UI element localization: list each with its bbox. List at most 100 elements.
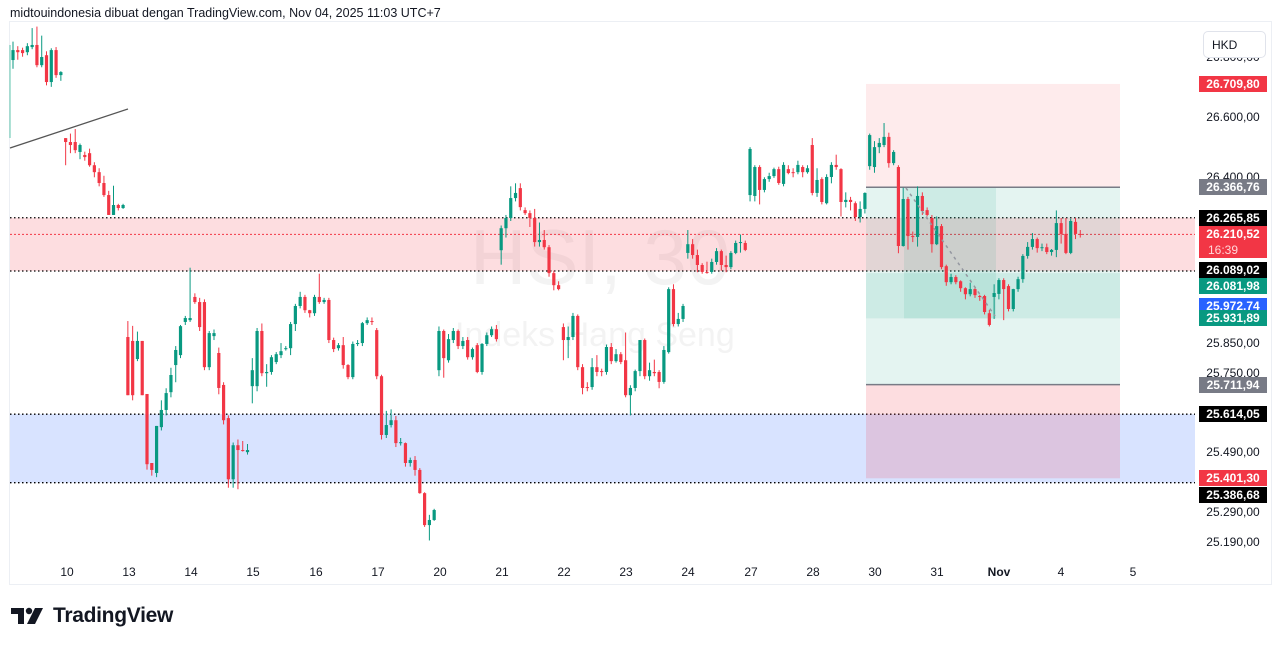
candle (748, 147, 752, 202)
candle (183, 315, 187, 325)
candle (384, 410, 388, 438)
candle-body (767, 176, 771, 180)
candle-body (791, 172, 795, 174)
candle (892, 150, 896, 166)
time-tick: 17 (371, 565, 385, 579)
candle (901, 187, 905, 247)
candle-body (671, 289, 676, 325)
watermark-name: Indeks Hang Seng (455, 316, 735, 354)
price-label: 26.265,85 (1199, 209, 1267, 226)
candle-body (973, 289, 977, 296)
candle (791, 168, 795, 178)
candle-body (322, 299, 326, 303)
candle-body (1078, 233, 1082, 235)
candle (250, 358, 254, 404)
candle (64, 138, 68, 166)
candle (274, 352, 278, 365)
candle (1054, 210, 1058, 258)
candle (547, 245, 551, 277)
candle-body (154, 425, 159, 473)
candle-body (595, 367, 599, 372)
candle-body (265, 371, 269, 374)
price-label: 25.401,30 (1199, 470, 1267, 486)
candle (102, 175, 106, 197)
candle-body (25, 46, 29, 53)
candle-body (35, 44, 39, 66)
candle (1064, 217, 1068, 255)
candle (714, 248, 719, 265)
tradingview-logo[interactable]: TradingView (11, 604, 173, 628)
price-tick: 26.600,00 (1206, 110, 1260, 124)
candle (834, 154, 838, 170)
candle-body (355, 343, 360, 345)
candle (815, 168, 819, 197)
candle (786, 165, 790, 175)
candle-body (1011, 289, 1015, 309)
candle (394, 415, 398, 448)
candle (652, 359, 656, 377)
time-tick: 4 (1057, 565, 1065, 579)
candle (906, 196, 910, 250)
candle (509, 186, 513, 221)
candle-body (135, 340, 140, 360)
candle-body (537, 239, 542, 243)
candle-body (710, 261, 714, 272)
candle (475, 343, 479, 374)
time-tick: 28 (806, 565, 820, 579)
candle (73, 129, 77, 154)
candle (1002, 278, 1006, 321)
candle-body (829, 164, 834, 177)
candle (825, 174, 829, 205)
candle (16, 46, 20, 60)
candle-body (217, 352, 221, 388)
candle (375, 327, 379, 380)
candle (188, 267, 192, 322)
candle-body (365, 320, 369, 324)
candle-body (92, 165, 96, 173)
candle-body (399, 442, 403, 444)
candle (523, 207, 527, 215)
currency-button[interactable]: HKD (1203, 31, 1266, 58)
candle (566, 326, 570, 359)
candle (303, 294, 307, 313)
candle (858, 201, 862, 223)
zone-rect (10, 414, 1195, 483)
candle (681, 303, 685, 322)
candle-body (87, 153, 92, 166)
candle (370, 317, 374, 325)
candle (585, 382, 589, 392)
candle-body (336, 345, 341, 349)
candle (451, 327, 455, 344)
candle (485, 332, 489, 347)
candle-body (786, 169, 790, 174)
candle-body (49, 50, 53, 83)
candle (662, 346, 666, 384)
candle (868, 133, 872, 170)
candle (1021, 254, 1025, 283)
candle-body (509, 198, 513, 218)
candle-body (1064, 233, 1068, 253)
candle (1006, 284, 1011, 312)
candle (1049, 249, 1054, 256)
candle (796, 160, 800, 175)
candle (346, 364, 350, 380)
candle (245, 444, 250, 455)
candle-body (939, 226, 944, 268)
candle-body (1049, 249, 1054, 253)
time-tick: 30 (868, 565, 882, 579)
candle (590, 358, 594, 390)
candle-body (896, 167, 901, 246)
candle (700, 263, 704, 274)
candle-body (20, 50, 25, 54)
candle (284, 346, 288, 351)
candle-body (1069, 220, 1073, 253)
candle (490, 326, 494, 338)
price-label: 25.614,05 (1199, 406, 1267, 423)
candle-body (293, 305, 297, 325)
candle (949, 273, 953, 285)
candle (719, 249, 723, 271)
candle-body (533, 217, 537, 243)
candle-body (542, 239, 546, 248)
candle (1011, 288, 1015, 312)
